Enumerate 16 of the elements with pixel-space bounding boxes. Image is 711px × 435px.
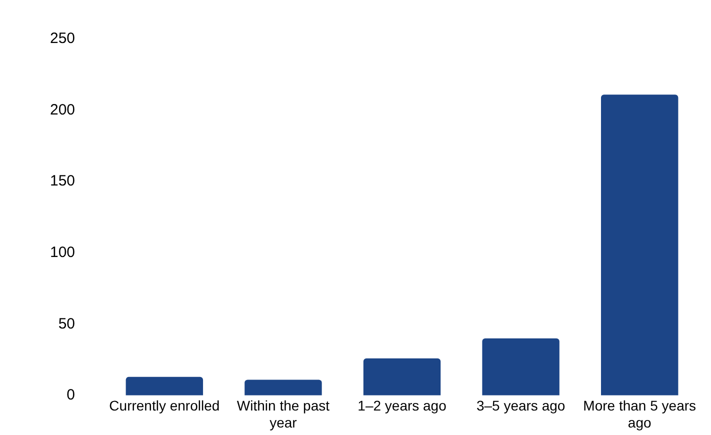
bar [244, 380, 322, 396]
y-tick-label: 150 [50, 172, 76, 190]
x-tick-label: 1–2 years ago [358, 398, 447, 414]
bar [600, 94, 678, 396]
bar [363, 358, 441, 396]
y-tick-label: 50 [58, 315, 76, 332]
y-tick-label: 200 [50, 101, 76, 118]
y-tick-label: 0 [66, 386, 76, 404]
bar [482, 338, 560, 396]
x-tick-label: Currently enrolled [109, 398, 220, 414]
y-tick-label: 250 [50, 30, 76, 48]
bar [126, 376, 204, 396]
x-tick-label: 3–5 years ago [476, 398, 566, 414]
x-tick-label: Within the past year [236, 398, 330, 430]
x-tick-label: More than 5 years ago [583, 398, 696, 430]
y-tick-label: 100 [50, 244, 76, 261]
